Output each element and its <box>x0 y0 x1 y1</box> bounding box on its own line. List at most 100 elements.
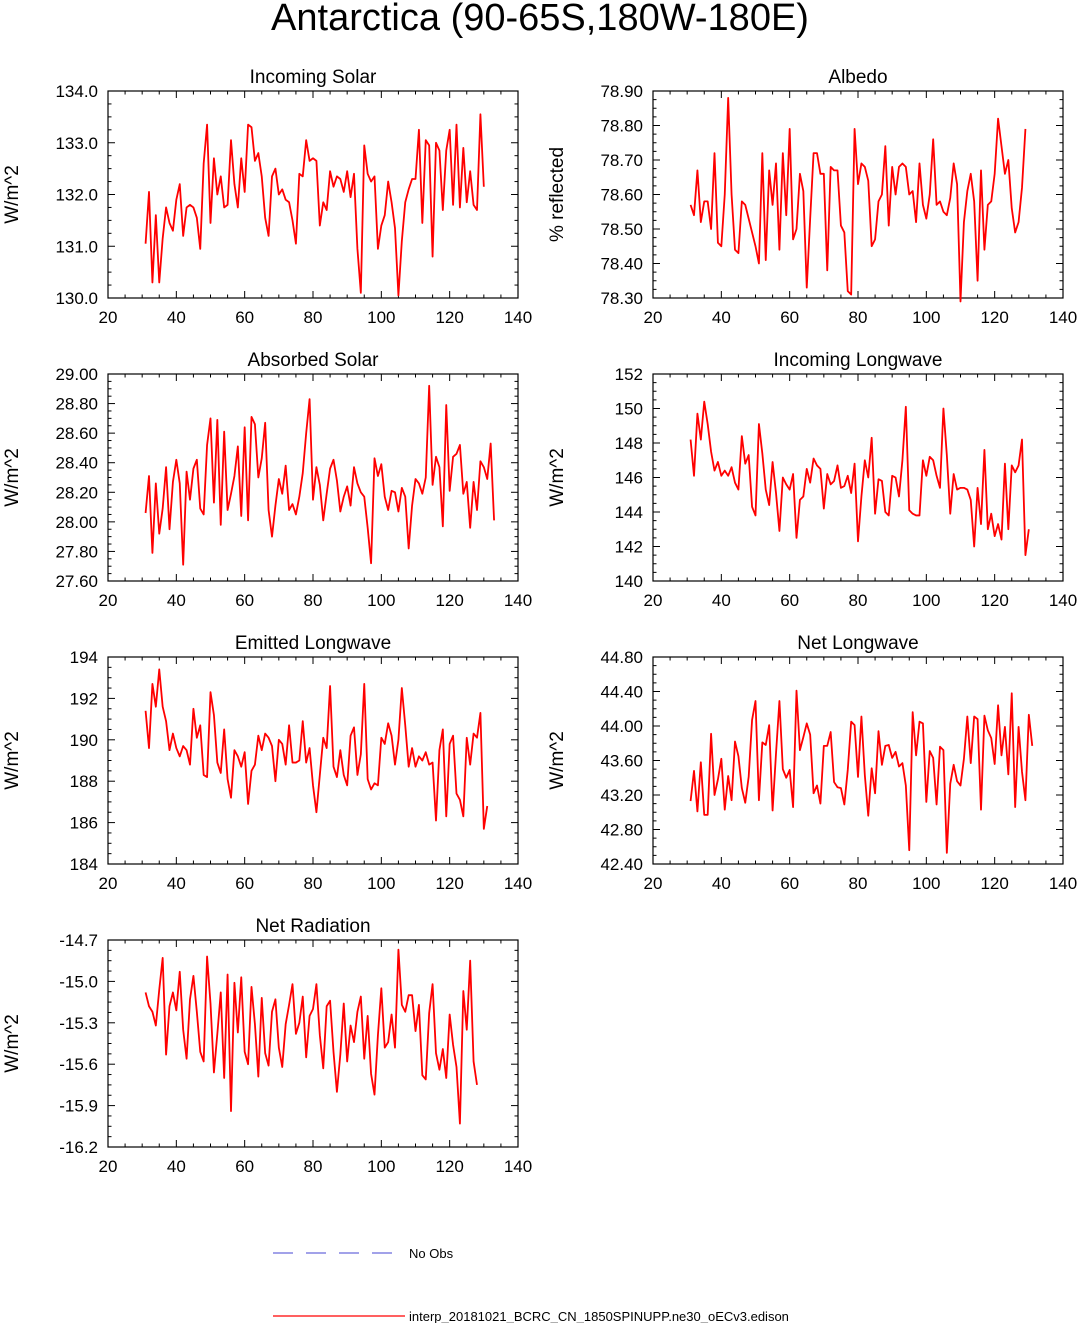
y-tick-label: 133.0 <box>55 134 98 153</box>
panel-incoming-longwave: Incoming Longwave 20 40 60 80 100 120 140 140 142… <box>547 350 1077 610</box>
x-tick-label: 120 <box>980 591 1008 610</box>
x-tick-label: 80 <box>849 591 868 610</box>
x-tick-label: 140 <box>1049 874 1077 893</box>
x-tick-label: 60 <box>235 308 254 327</box>
panel-title: Emitted Longwave <box>235 633 391 654</box>
series-line-incoming-longwave <box>689 400 1030 557</box>
series-line-net-radiation <box>144 948 478 1125</box>
panel-incoming-solar: Incoming Solar 20 40 60 80 100 120 140 130.0 131.… <box>2 67 532 327</box>
x-tick-label: 120 <box>435 308 463 327</box>
model-legend-label: interp_20181021_BCRC_CN_1850SPINUPP.ne30… <box>409 1309 789 1323</box>
y-tick-label: 144 <box>615 503 643 522</box>
panel-title: Albedo <box>828 67 887 88</box>
y-tick-label: 78.50 <box>600 220 643 239</box>
y-tick-label: 44.00 <box>600 717 643 736</box>
y-tick-label: -15.6 <box>59 1055 98 1074</box>
y-tick-label: -15.9 <box>59 1097 98 1116</box>
series-line-incoming-solar <box>144 113 485 297</box>
y-tick-label: 190 <box>70 731 98 750</box>
x-tick-label: 80 <box>304 1157 323 1176</box>
x-tick-label: 100 <box>912 874 940 893</box>
y-tick-label: 27.60 <box>55 572 98 591</box>
x-tick-label: 120 <box>980 874 1008 893</box>
x-tick-label: 20 <box>99 874 118 893</box>
panel-title: Absorbed Solar <box>248 350 380 371</box>
plot-frame <box>107 90 519 299</box>
plot-frame <box>652 90 1064 299</box>
x-tick-label: 120 <box>435 591 463 610</box>
x-tick-label: 20 <box>644 874 663 893</box>
series-line-absorbed-solar <box>144 384 495 566</box>
y-tick-label: 132.0 <box>55 186 98 205</box>
panel-albedo: Albedo 20 40 60 80 100 120 140 78.30 78.40 78.50 78… <box>547 67 1077 327</box>
x-tick-label: 100 <box>367 308 395 327</box>
x-tick-label: 100 <box>367 591 395 610</box>
x-tick-label: 60 <box>235 591 254 610</box>
y-tick-label: -14.7 <box>59 931 98 950</box>
y-tick-label: 78.80 <box>600 117 643 136</box>
x-tick-label: 100 <box>912 591 940 610</box>
y-tick-label: 28.40 <box>55 454 98 473</box>
y-tick-label: 78.40 <box>600 255 643 274</box>
plot-frame <box>107 656 519 865</box>
y-tick-label: -15.3 <box>59 1014 98 1033</box>
y-axis-label: W/m^2 <box>2 165 23 224</box>
plot-frame <box>652 656 1064 865</box>
obs-legend-label: No Obs <box>409 1246 454 1261</box>
y-tick-label: 192 <box>70 689 98 708</box>
y-tick-label: 28.00 <box>55 513 98 532</box>
x-tick-label: 40 <box>712 874 731 893</box>
x-tick-label: 20 <box>644 591 663 610</box>
x-tick-label: 80 <box>304 874 323 893</box>
panel-title: Incoming Longwave <box>774 350 943 371</box>
y-tick-label: 42.40 <box>600 855 643 874</box>
x-tick-label: 20 <box>99 591 118 610</box>
y-axis-label: W/m^2 <box>547 448 568 507</box>
x-tick-label: 20 <box>99 308 118 327</box>
y-tick-label: 188 <box>70 772 98 791</box>
y-tick-label: 194 <box>70 648 98 667</box>
series-line-net-longwave <box>689 689 1034 854</box>
x-tick-label: 40 <box>167 308 186 327</box>
y-tick-label: 27.80 <box>55 542 98 561</box>
y-tick-label: -16.2 <box>59 1138 98 1157</box>
x-tick-label: 40 <box>712 591 731 610</box>
series-line-albedo <box>689 97 1027 303</box>
panel-net-longwave: Net Longwave 20 40 60 80 100 120 140 42.40 42.80 4… <box>547 633 1077 893</box>
y-tick-label: 42.80 <box>600 821 643 840</box>
y-axis-label: W/m^2 <box>2 448 23 507</box>
panels: Incoming Solar 20 40 60 80 100 120 140 130.0 131.… <box>2 67 1077 1176</box>
x-tick-label: 140 <box>504 591 532 610</box>
y-axis-label: % reflected <box>547 147 568 242</box>
y-tick-label: 78.30 <box>600 289 643 308</box>
y-tick-label: 150 <box>615 400 643 419</box>
panel-net-radiation: Net Radiation 20 40 60 80 100 120 140 -16.2 -15.9… <box>2 916 532 1176</box>
plot-frame <box>107 939 519 1148</box>
main-title: Antarctica (90-65S,180W-180E) <box>271 0 809 39</box>
x-tick-label: 140 <box>504 308 532 327</box>
x-tick-label: 40 <box>167 591 186 610</box>
x-tick-label: 80 <box>849 308 868 327</box>
y-tick-label: 186 <box>70 814 98 833</box>
y-tick-label: 152 <box>615 365 643 384</box>
y-tick-label: 142 <box>615 538 643 557</box>
x-tick-label: 80 <box>304 591 323 610</box>
panel-title: Net Radiation <box>255 916 370 937</box>
y-tick-label: 146 <box>615 469 643 488</box>
x-tick-label: 120 <box>435 1157 463 1176</box>
y-tick-label: 44.80 <box>600 648 643 667</box>
x-tick-label: 100 <box>367 874 395 893</box>
x-tick-label: 80 <box>849 874 868 893</box>
x-tick-label: 20 <box>99 1157 118 1176</box>
y-tick-label: 29.00 <box>55 365 98 384</box>
x-tick-label: 40 <box>167 1157 186 1176</box>
y-tick-label: 43.60 <box>600 752 643 771</box>
legend: No Obs interp_20181021_BCRC_CN_1850SPINU… <box>273 1246 789 1323</box>
y-axis-label: W/m^2 <box>547 731 568 790</box>
y-tick-label: 78.60 <box>600 186 643 205</box>
x-tick-label: 60 <box>235 874 254 893</box>
x-tick-label: 80 <box>304 308 323 327</box>
series-line-emitted-longwave <box>144 668 489 830</box>
x-tick-label: 60 <box>780 874 799 893</box>
